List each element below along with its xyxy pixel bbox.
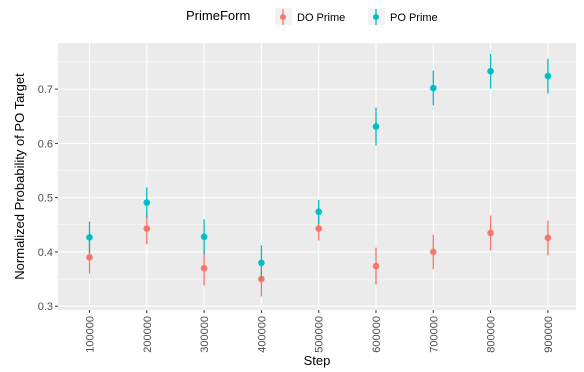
x-axis-title: Step — [304, 353, 331, 368]
data-point — [430, 249, 437, 256]
legend-key-point — [373, 14, 379, 20]
y-tick-label: 0.3 — [38, 301, 53, 313]
data-point — [86, 234, 93, 241]
y-axis: 0.3 0.4 0.5 0.6 0.7 — [38, 84, 58, 313]
plot-panel — [58, 43, 576, 310]
x-tick-label: 700000 — [428, 316, 440, 353]
x-axis: 100000 200000 300000 400000 500000 600000 7000… — [85, 310, 555, 353]
legend-key-point — [280, 14, 286, 20]
data-point — [201, 265, 208, 272]
data-point — [315, 208, 322, 215]
x-tick-label: 600000 — [371, 316, 383, 353]
data-point — [545, 73, 552, 80]
legend-title: PrimeForm — [186, 8, 250, 23]
data-point — [258, 259, 265, 266]
y-tick-label: 0.5 — [38, 193, 53, 205]
y-axis-title: Normalized Probability of PO Target — [12, 73, 27, 280]
x-tick-label: 900000 — [543, 316, 555, 353]
x-tick-label: 200000 — [142, 316, 154, 353]
legend-key-po-prime — [368, 8, 385, 25]
y-tick-label: 0.4 — [38, 247, 53, 259]
x-tick-label: 300000 — [199, 316, 211, 353]
y-tick-label: 0.6 — [38, 138, 53, 150]
data-point — [545, 235, 552, 242]
legend-key-do-prime — [275, 8, 292, 25]
data-point — [487, 230, 494, 237]
x-tick-label: 100000 — [85, 316, 97, 353]
x-tick-label: 400000 — [256, 316, 268, 353]
data-point — [430, 85, 437, 92]
x-tick-label: 500000 — [314, 316, 326, 353]
data-point — [144, 199, 151, 206]
x-tick-label: 800000 — [486, 316, 498, 353]
legend: PrimeForm DO Prime PO Prime — [186, 8, 438, 25]
data-point — [373, 263, 380, 270]
data-point — [144, 225, 151, 232]
legend-label-po-prime: PO Prime — [390, 12, 438, 24]
y-tick-label: 0.7 — [38, 84, 53, 96]
data-point — [86, 254, 93, 261]
data-point — [373, 123, 380, 130]
data-point — [315, 225, 322, 232]
data-point — [487, 68, 494, 75]
legend-label-do-prime: DO Prime — [297, 12, 345, 24]
data-point — [201, 233, 208, 240]
